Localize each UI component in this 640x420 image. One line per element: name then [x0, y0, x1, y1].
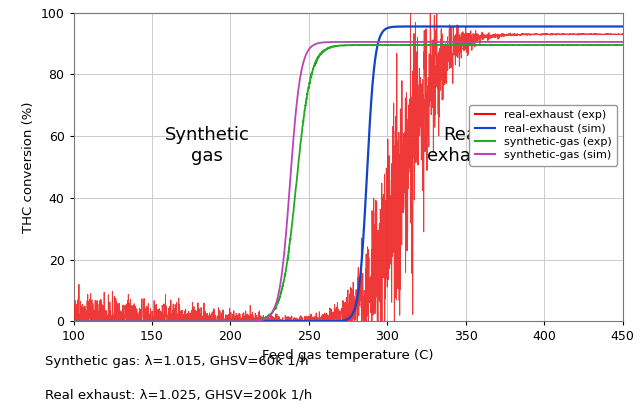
- Legend: real-exhaust (exp), real-exhaust (sim), synthetic-gas (exp), synthetic-gas (sim): real-exhaust (exp), real-exhaust (sim), …: [469, 105, 617, 166]
- Text: Synthetic gas: λ=1.015, GHSV=60k 1/h: Synthetic gas: λ=1.015, GHSV=60k 1/h: [45, 355, 308, 368]
- Text: Synthetic
gas: Synthetic gas: [164, 126, 250, 165]
- Text: Real
exhaust: Real exhaust: [427, 126, 499, 165]
- Y-axis label: THC conversion (%): THC conversion (%): [22, 101, 35, 233]
- X-axis label: Feed gas temperature (C): Feed gas temperature (C): [262, 349, 434, 362]
- Text: Real exhaust: λ=1.025, GHSV=200k 1/h: Real exhaust: λ=1.025, GHSV=200k 1/h: [45, 388, 312, 402]
